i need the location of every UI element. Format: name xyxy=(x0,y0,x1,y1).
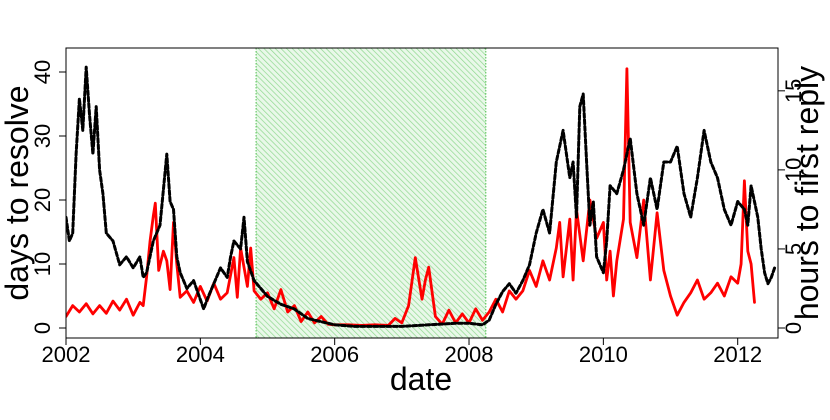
x-tick-label: 2006 xyxy=(310,342,359,367)
y-right-tick-label: 10 xyxy=(781,158,806,182)
series-line-left-axis xyxy=(66,67,756,327)
highlight-band-layer xyxy=(255,48,487,338)
y-left-tick-label: 40 xyxy=(30,60,55,84)
y-left-tick-label: 30 xyxy=(30,124,55,148)
x-tick-label: 2008 xyxy=(445,342,494,367)
y-axis-left-label: days to resolve xyxy=(0,85,35,300)
x-tick-label: 2004 xyxy=(176,342,225,367)
y-right-tick-label: 15 xyxy=(781,79,806,103)
highlight-band xyxy=(256,48,486,338)
x-axis-label: date xyxy=(390,361,452,397)
x-tick-label: 2010 xyxy=(579,342,628,367)
series-line-right-axis xyxy=(66,65,777,328)
x-tick-label: 2002 xyxy=(42,342,91,367)
series-layer xyxy=(66,65,777,328)
y-right-tick-label: 5 xyxy=(781,243,806,255)
y-left-tick-label: 0 xyxy=(30,322,55,334)
y-left-tick-label: 10 xyxy=(30,252,55,276)
y-axis-right-label: hours to first reply xyxy=(789,66,825,320)
x-axis: 2002 2004 2006 2008 2010 2012 xyxy=(42,337,762,367)
x-tick-label: 2012 xyxy=(713,342,762,367)
y-right-tick-label: 0 xyxy=(781,322,806,334)
y-axis-right: 0 5 10 15 xyxy=(777,79,806,334)
y-left-tick-label: 20 xyxy=(30,188,55,212)
y-axis-left: 0 10 20 30 40 xyxy=(30,60,67,334)
